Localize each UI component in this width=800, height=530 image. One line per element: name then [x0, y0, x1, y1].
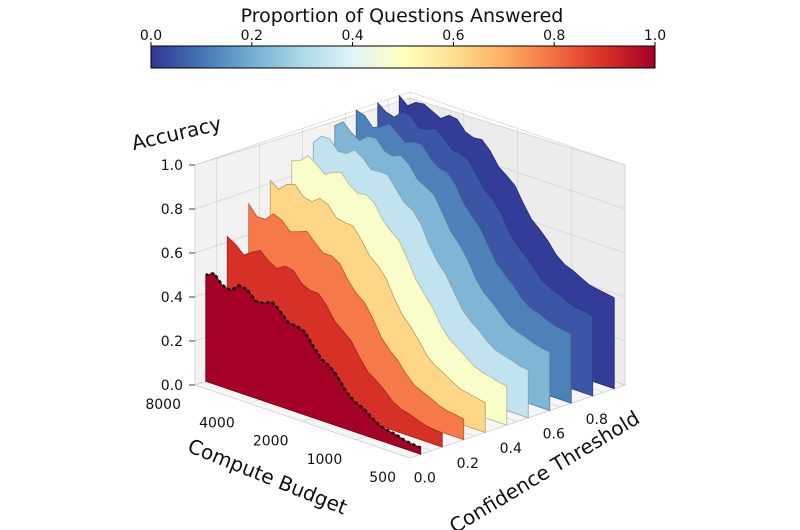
x-tick-label: 8000: [145, 397, 181, 413]
y-tick-label: 0.4: [500, 441, 522, 457]
z-tick-label: 0.2: [161, 334, 183, 350]
x-tick-label: 2000: [253, 434, 289, 450]
z-tick-label: 0.8: [161, 202, 183, 218]
y-tick-label: 0.8: [586, 412, 608, 428]
x-axis-ticks: 8000 4000 2000 1000 500: [145, 397, 396, 486]
z-tick-label: 0.4: [161, 290, 183, 306]
colorbar-tick-labels: 0.0 0.2 0.4 0.6 0.8 1.0: [140, 28, 666, 44]
colorbar-title: Proportion of Questions Answered: [241, 5, 564, 27]
x-tick-label: 4000: [199, 415, 235, 431]
z-tick-label: 0.6: [161, 246, 183, 262]
y-tick-label: 0.2: [457, 456, 479, 472]
colorbar-tick-label: 0.6: [442, 28, 464, 44]
y-tick-label: 0.0: [414, 470, 436, 486]
surface: [205, 94, 615, 455]
colorbar-tick-marks: [150, 42, 656, 46]
surface-ridge: [226, 235, 443, 448]
y-tick-label: 0.6: [543, 427, 565, 443]
x-tick-label: 500: [369, 470, 396, 486]
surface-front-edge: [205, 271, 422, 449]
z-tick-label: 1.0: [161, 158, 183, 174]
z-axis-label: Accuracy: [129, 111, 224, 155]
colorbar: [150, 45, 656, 69]
colorbar-tick-label: 0.8: [543, 28, 565, 44]
grid-line: [409, 165, 626, 459]
z-axis-ticks: 0.0 0.2 0.4 0.6 0.8 1.0: [161, 158, 195, 394]
colorbar-tick-label: 0.0: [140, 28, 162, 44]
z-tick-label: 0.0: [161, 378, 183, 394]
colorbar-tick-label: 0.2: [241, 28, 263, 44]
y-axis-ticks: 0.0 0.2 0.4 0.6 0.8: [414, 412, 608, 486]
colorbar-tick-label: 1.0: [644, 28, 666, 44]
colorbar-tick-label: 0.4: [341, 28, 363, 44]
x-tick-label: 1000: [307, 452, 343, 468]
